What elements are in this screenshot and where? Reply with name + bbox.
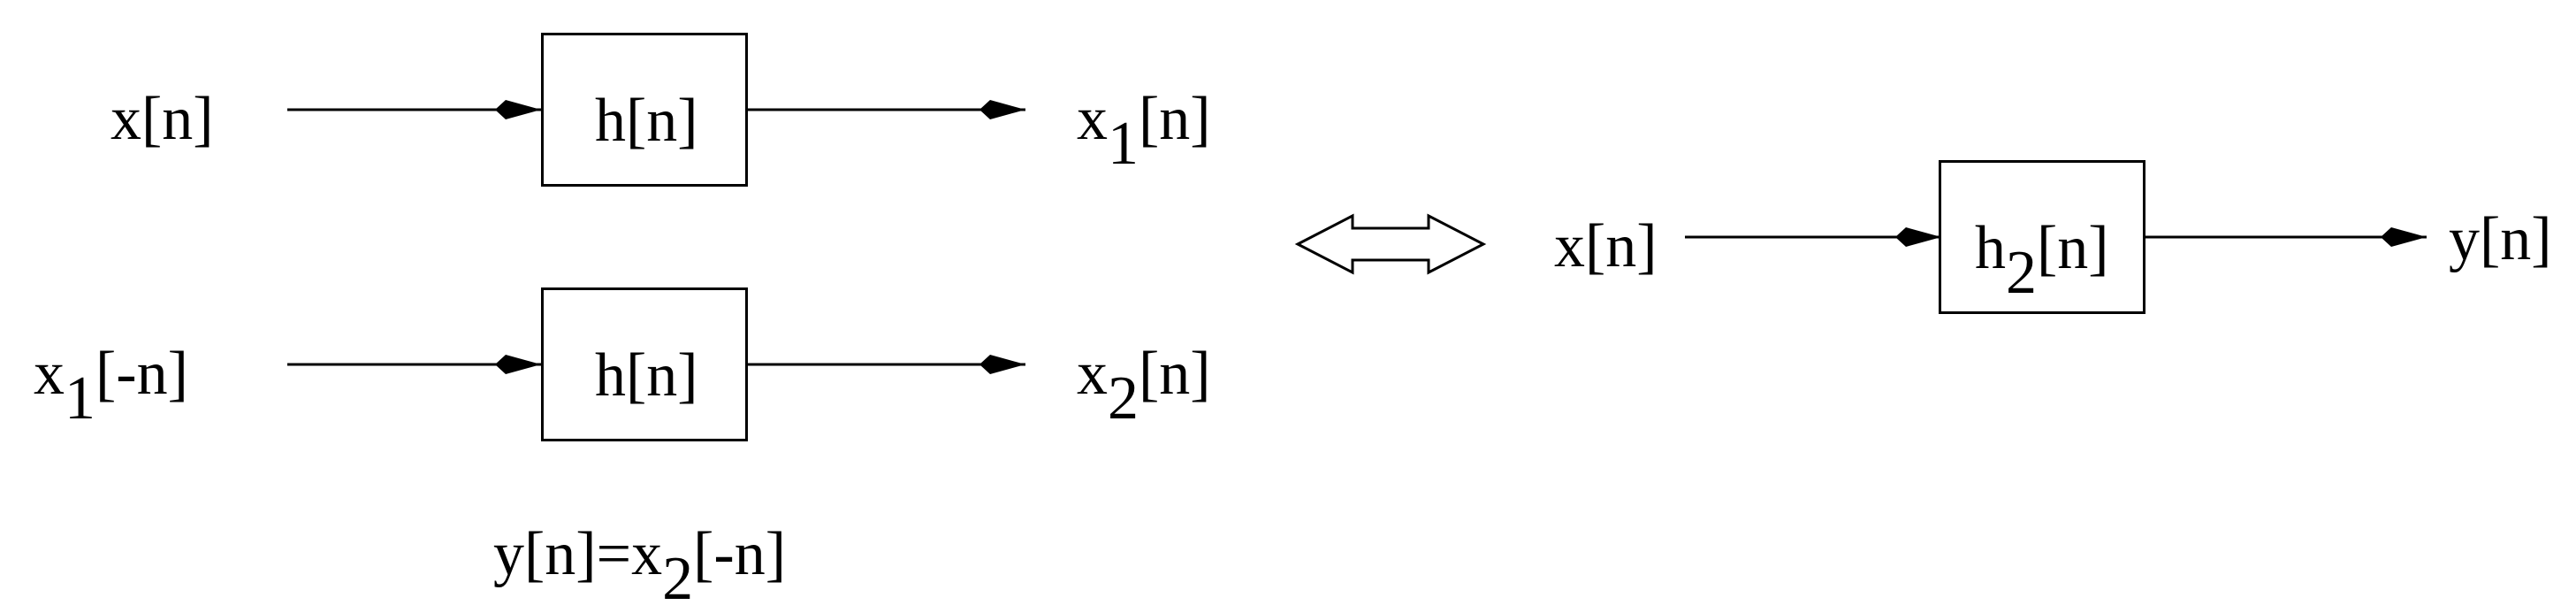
bottom-output-label: x2[n]: [1077, 340, 1211, 433]
top-input-arrowhead: [495, 100, 541, 119]
top-filter-label: h[n]: [595, 87, 698, 155]
equivalent-filter-block: h2[n]: [1939, 160, 2145, 314]
top-input-label: x[n]: [111, 85, 214, 153]
bottom-filter-block: h[n]: [541, 287, 748, 441]
bottom-filter-label: h[n]: [595, 341, 698, 410]
equivalence-double-arrow-icon: [1294, 213, 1487, 275]
bottom-input-arrowhead: [495, 355, 541, 374]
equivalent-input-label: x[n]: [1554, 212, 1658, 280]
top-filter-block: h[n]: [541, 33, 748, 187]
top-output-label: x1[n]: [1077, 85, 1211, 178]
top-output-arrowhead: [979, 100, 1025, 119]
equivalent-filter-label: h2[n]: [1975, 214, 2109, 307]
equivalent-input-arrowhead: [1895, 227, 1941, 247]
equivalent-output-arrowhead: [2381, 227, 2427, 247]
bottom-input-label: x1[-n]: [34, 340, 188, 433]
output-relation-label: y[n]=x2[-n]: [493, 520, 787, 613]
bottom-output-arrowhead: [979, 355, 1025, 374]
equivalent-output-label: y[n]: [2449, 205, 2552, 273]
